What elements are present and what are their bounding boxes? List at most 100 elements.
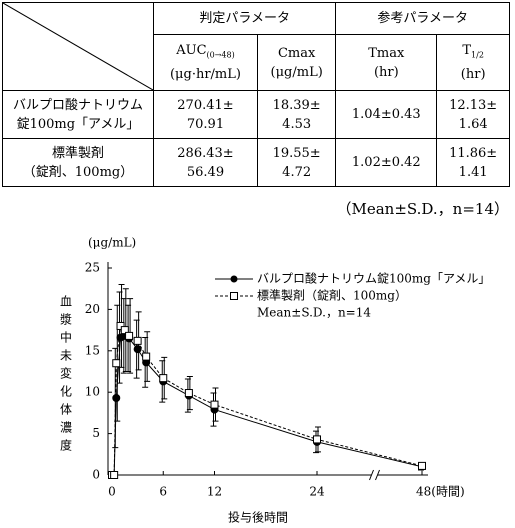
y-axis-label-char: 未 (60, 349, 72, 363)
error-bar (313, 430, 319, 454)
cell-line: 4.72 (282, 164, 312, 180)
column-header: AUC(0→48) (μg·hr/mL) (153, 34, 258, 91)
x-tick-label: 24 (309, 485, 325, 499)
marker (184, 389, 193, 398)
cell-line: 11.86± (449, 145, 498, 161)
y-axis-label-char: 血 (60, 295, 72, 309)
cell-line: 1.04±0.43 (351, 107, 421, 122)
error-bar (133, 319, 140, 379)
cell: 1.04±0.43 (335, 90, 438, 139)
cell-line: 19.55± (272, 145, 321, 161)
label-line: バルプロ酸ナトリウム (12, 97, 143, 113)
cell-line: 1.02±0.42 (351, 155, 421, 170)
cell-line: 70.91 (186, 116, 225, 132)
marker (210, 405, 219, 414)
marker (142, 352, 151, 361)
subscript: 1/2 (471, 50, 484, 60)
cell: 270.41± 70.91 (153, 90, 258, 139)
legend-marker (230, 292, 238, 300)
marker (120, 331, 129, 340)
series-line (112, 335, 423, 476)
x-tick-label: 6 (159, 485, 167, 499)
error-bar (161, 356, 168, 400)
name: AUC (176, 43, 207, 59)
cell: 11.86± 1.41 (436, 138, 510, 187)
cell-line: 12.13± (449, 97, 498, 113)
cell: 1.02±0.42 (335, 138, 438, 187)
error-bar (112, 347, 119, 449)
y-axis-label-char: 化 (60, 385, 72, 399)
cell-line: 18.39± (272, 97, 321, 113)
y-tick-label: 15 (85, 343, 100, 357)
y-tick-label: 5 (92, 426, 100, 440)
column-unit: (hr) (373, 64, 399, 80)
legend-label: 標準製剤（錠剤、100mg） (257, 288, 407, 303)
column-header: T1/2 (hr) (436, 34, 510, 91)
column-unit: (μg·hr/mL) (169, 66, 241, 82)
marker (108, 471, 116, 479)
error-bar (159, 360, 166, 403)
marker (133, 345, 142, 354)
y-tick-label: 25 (85, 261, 100, 275)
marker (120, 326, 129, 335)
cell-line: 270.41± (177, 97, 234, 113)
label-line: （錠剤、100mg） (22, 164, 134, 180)
column-header: Cmax (μg/mL) (256, 34, 337, 91)
column-unit: (hr) (460, 66, 486, 82)
error-bar (114, 304, 121, 422)
axis-break (371, 470, 378, 480)
table-note: （Mean±S.D.，n=14） (336, 200, 510, 218)
parameter-table: 判定パラメータ 参考パラメータ AUC(0→48) (μg·hr/mL) Cmax(… (2, 2, 510, 187)
marker (184, 391, 193, 400)
cell: 286.43± 56.49 (153, 138, 258, 187)
marker (210, 400, 219, 409)
corner-cell (2, 2, 154, 91)
x-tick-label: 0 (108, 485, 116, 499)
marker (108, 471, 116, 479)
marker (159, 377, 168, 386)
marker (159, 374, 168, 383)
x-tick-label: 12 (207, 485, 222, 499)
marker (116, 333, 125, 342)
y-tick-label: 10 (85, 385, 100, 399)
x-tick-label: 48(時間) (416, 485, 465, 499)
diagonal (3, 3, 153, 90)
marker (112, 359, 121, 368)
error-bar (210, 392, 217, 427)
marker (313, 437, 321, 446)
error-bar (315, 426, 321, 453)
name: T (462, 43, 472, 59)
marker (313, 435, 321, 444)
legend-marker (230, 275, 238, 283)
cell-line: 286.43± (177, 145, 234, 161)
error-bar (122, 288, 129, 372)
cell-line: 1.64 (458, 116, 488, 132)
column-unit: (μg/mL) (270, 64, 323, 80)
error-bar (186, 375, 193, 411)
marker (125, 334, 134, 343)
marker (116, 321, 125, 330)
error-bar (120, 298, 127, 374)
cell: 18.39± 4.53 (256, 90, 337, 139)
cell-line: 56.49 (186, 164, 225, 180)
legend-note: Mean±S.D.，n=14 (257, 306, 371, 320)
marker (112, 393, 121, 402)
subscript: (0→48) (206, 50, 235, 60)
marker (142, 358, 151, 367)
column-name: AUC(0→48) (156, 41, 255, 65)
cell-line: 4.53 (282, 116, 312, 132)
marker (125, 331, 134, 340)
error-bar (144, 331, 151, 382)
label-line: 錠100mg「アメル」 (16, 116, 140, 132)
cell-line: 1.41 (458, 164, 488, 180)
error-bar (135, 311, 142, 371)
axis-break (375, 469, 380, 481)
y-axis-label-char: 中 (60, 330, 72, 345)
table-row: 標準製剤 （錠剤、100mg） 286.43± 56.49 19.55± 4.72 1.02… (2, 138, 510, 187)
column-name: T1/2 (439, 41, 507, 65)
row-label: バルプロ酸ナトリウム 錠100mg「アメル」 (2, 90, 154, 139)
column-name: Tmax (338, 44, 434, 63)
y-axis-label-char: 体 (60, 403, 72, 417)
y-axis-label-char: 変 (60, 366, 72, 381)
